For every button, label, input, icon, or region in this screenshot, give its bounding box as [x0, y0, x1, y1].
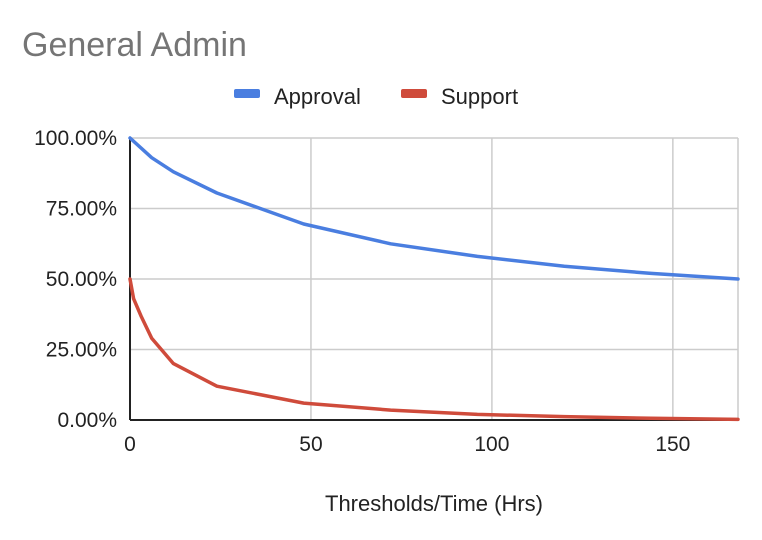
- gridlines: [130, 137, 739, 420]
- x-tick-label: 150: [655, 433, 690, 456]
- legend: Approval Support: [234, 84, 518, 109]
- legend-swatch-approval: [234, 89, 260, 98]
- y-tick-label: 75.00%: [46, 198, 117, 221]
- x-tick-label: 50: [299, 433, 322, 456]
- x-tick-label: 0: [124, 433, 136, 456]
- series-lines: [128, 136, 740, 422]
- x-axis-title: Thresholds/Time (Hrs): [325, 491, 543, 516]
- x-tick-labels: 0 50 100 150: [124, 433, 690, 456]
- y-tick-label: 100.00%: [34, 127, 117, 150]
- legend-swatch-support: [401, 89, 427, 98]
- legend-label-approval: Approval: [274, 84, 361, 109]
- y-tick-labels: 0.00% 25.00% 50.00% 75.00% 100.00%: [34, 127, 117, 432]
- y-tick-label: 0.00%: [57, 409, 117, 432]
- x-tick-label: 100: [474, 433, 509, 456]
- chart-title: General Admin: [22, 26, 247, 64]
- legend-label-support: Support: [441, 84, 518, 109]
- series-line-support: [128, 277, 740, 422]
- y-tick-label: 25.00%: [46, 339, 117, 362]
- y-tick-label: 50.00%: [46, 268, 117, 291]
- series-line-approval: [128, 136, 740, 281]
